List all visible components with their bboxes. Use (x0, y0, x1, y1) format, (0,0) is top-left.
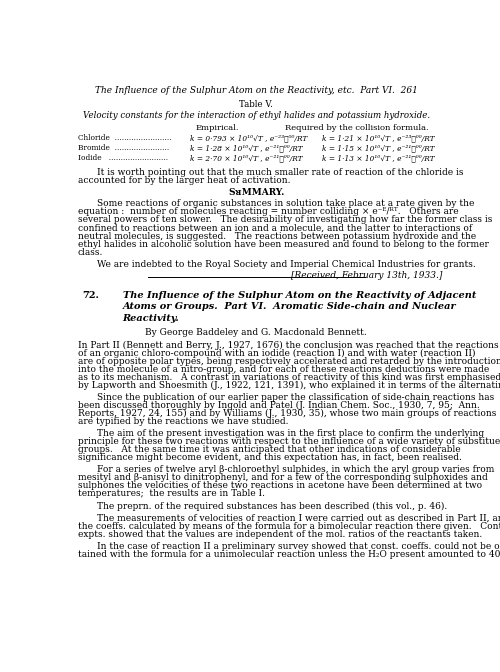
Text: By George Baddeley and G. Macdonald Bennett.: By George Baddeley and G. Macdonald Benn… (146, 328, 367, 337)
Text: k = 1·15 × 10¹⁰√T , e⁻²¹ⱸ⁰⁰/RT: k = 1·15 × 10¹⁰√T , e⁻²¹ⱸ⁰⁰/RT (322, 144, 434, 152)
Text: as to its mechanism.   A contrast in variations of reactivity of this kind was f: as to its mechanism. A contrast in varia… (78, 373, 500, 382)
Text: Velocity constants for the interaction of ethyl halides and potassium hydroxide.: Velocity constants for the interaction o… (82, 112, 430, 120)
Text: ethyl halides in alcoholic solution have been measured and found to belong to th: ethyl halides in alcoholic solution have… (78, 239, 489, 249)
Text: groups.   At the same time it was anticipated that other indications of consider: groups. At the same time it was anticipa… (78, 445, 460, 454)
Text: Reports, 1927, 24, 155) and by Williams (J., 1930, 35), whose two main groups of: Reports, 1927, 24, 155) and by Williams … (78, 409, 496, 418)
Text: k = 2·70 × 10¹⁰√T , e⁻²¹ⱸ⁰⁰/RT: k = 2·70 × 10¹⁰√T , e⁻²¹ⱸ⁰⁰/RT (190, 154, 303, 162)
Text: into the molecule of a nitro-group, and for each of these reactions deductions w: into the molecule of a nitro-group, and … (78, 365, 489, 374)
Text: class.: class. (78, 247, 104, 257)
Text: temperatures;  the results are in Table I.: temperatures; the results are in Table I… (78, 489, 265, 499)
Text: accounted for by the larger heat of activation.: accounted for by the larger heat of acti… (78, 176, 290, 185)
Text: The Influence of the Sulphur Atom on the Reactivity of Adjacent: The Influence of the Sulphur Atom on the… (122, 291, 476, 300)
Text: Bromide  .......................: Bromide ....................... (78, 144, 169, 152)
Text: neutral molecules, is suggested.   The reactions between potassium hydroxide and: neutral molecules, is suggested. The rea… (78, 232, 476, 241)
Text: the coeffs. calculated by means of the formula for a bimolecular reaction there : the coeffs. calculated by means of the f… (78, 521, 500, 531)
Text: SᴚMMARY.: SᴚMMARY. (228, 188, 284, 197)
Text: principle for these two reactions with respect to the influence of a wide variet: principle for these two reactions with r… (78, 437, 500, 446)
Text: k = 1·28 × 10¹⁰√T , e⁻²¹ⱸ⁰⁰/RT: k = 1·28 × 10¹⁰√T , e⁻²¹ⱸ⁰⁰/RT (190, 144, 303, 152)
Text: The measurements of velocities of reaction I were carried out as described in Pa: The measurements of velocities of reacti… (98, 513, 500, 523)
Text: sulphones the velocities of these two reactions in acetone have been determined : sulphones the velocities of these two re… (78, 481, 482, 491)
Text: For a series of twelve aryl β-chloroethyl sulphides, in which the aryl group var: For a series of twelve aryl β-chloroethy… (98, 465, 495, 474)
Text: Required by the collision formula.: Required by the collision formula. (285, 124, 429, 132)
Text: are typified by the reactions we have studied.: are typified by the reactions we have st… (78, 417, 288, 426)
Text: Iodide   .........................: Iodide ......................... (78, 154, 168, 162)
Text: We are indebted to the Royal Society and Imperial Chemical Industries for grants: We are indebted to the Royal Society and… (98, 260, 476, 269)
Text: are of opposite polar types, being respectively accelerated and retarded by the : are of opposite polar types, being respe… (78, 357, 500, 366)
Text: Atoms or Groups.  Part VI.  Aromatic Side-chain and Nuclear: Atoms or Groups. Part VI. Aromatic Side-… (122, 302, 456, 312)
Text: equation :  number of molecules reacting = number colliding × e⁻ᴱ/ᴿᵀ.   Others a: equation : number of molecules reacting … (78, 208, 458, 216)
Text: expts. showed that the values are independent of the mol. ratios of the reactant: expts. showed that the values are indepe… (78, 530, 482, 539)
Text: Table V.: Table V. (240, 100, 273, 110)
Text: It is worth pointing out that the much smaller rate of reaction of the chloride : It is worth pointing out that the much s… (98, 168, 464, 177)
Text: The Influence of the Sulphur Atom on the Reactivity, etc.  Part VI.  261: The Influence of the Sulphur Atom on the… (95, 86, 418, 95)
Text: Chloride  ........................: Chloride ........................ (78, 134, 172, 142)
Text: k = 1·13 × 10¹⁰√T , e⁻²¹ⱸ⁰⁰/RT: k = 1·13 × 10¹⁰√T , e⁻²¹ⱸ⁰⁰/RT (322, 154, 434, 162)
Text: several powers of ten slower.   The desirability of investigating how far the fo: several powers of ten slower. The desira… (78, 216, 492, 224)
Text: In Part II (Bennett and Berry, J., 1927, 1676) the conclusion was reached that t: In Part II (Bennett and Berry, J., 1927,… (78, 341, 498, 350)
Text: Reactivity.: Reactivity. (122, 314, 180, 323)
Text: been discussed thoroughly by Ingold and Patel (J. Indian Chem. Soc., 1930, 7, 95: been discussed thoroughly by Ingold and … (78, 401, 480, 410)
Text: k = 1·21 × 10¹⁰√T , e⁻²³ⱸ⁰⁰/RT: k = 1·21 × 10¹⁰√T , e⁻²³ⱸ⁰⁰/RT (322, 134, 434, 142)
Text: In the case of reaction II a preliminary survey showed that const. coeffs. could: In the case of reaction II a preliminary… (98, 542, 500, 551)
Text: of an organic chloro-compound with an iodide (reaction I) and with water (reacti: of an organic chloro-compound with an io… (78, 349, 475, 358)
Text: [Received, February 13th, 1933.]: [Received, February 13th, 1933.] (291, 271, 442, 280)
Text: confined to reactions between an ion and a molecule, and the latter to interacti: confined to reactions between an ion and… (78, 224, 472, 233)
Text: tained with the formula for a unimolecular reaction unless the H₂O present amoun: tained with the formula for a unimolecul… (78, 550, 500, 559)
Text: Empirical.: Empirical. (196, 124, 240, 132)
Text: Since the publication of our earlier paper the classification of side-chain reac: Since the publication of our earlier pap… (98, 393, 494, 402)
Text: by Lapworth and Shoesmith (J., 1922, 121, 1391), who explained it in terms of th: by Lapworth and Shoesmith (J., 1922, 121… (78, 381, 500, 390)
Text: Some reactions of organic substances in solution take place at a rate given by t: Some reactions of organic substances in … (98, 200, 475, 208)
Text: The aim of the present investigation was in the first place to confirm the under: The aim of the present investigation was… (98, 429, 484, 438)
Text: mesityl and β-anisyl to dinitrophenyl, and for a few of the corresponding sulpho: mesityl and β-anisyl to dinitrophenyl, a… (78, 473, 488, 482)
Text: The preprn. of the required substances has been described (this vol., p. 46).: The preprn. of the required substances h… (98, 501, 448, 511)
Text: k = 0·793 × 10¹⁰√T , e⁻²³ⱸ⁰⁰/RT: k = 0·793 × 10¹⁰√T , e⁻²³ⱸ⁰⁰/RT (190, 134, 308, 142)
Text: significance might become evident, and this expectation has, in fact, been reali: significance might become evident, and t… (78, 453, 462, 462)
Text: 72.: 72. (82, 291, 99, 300)
